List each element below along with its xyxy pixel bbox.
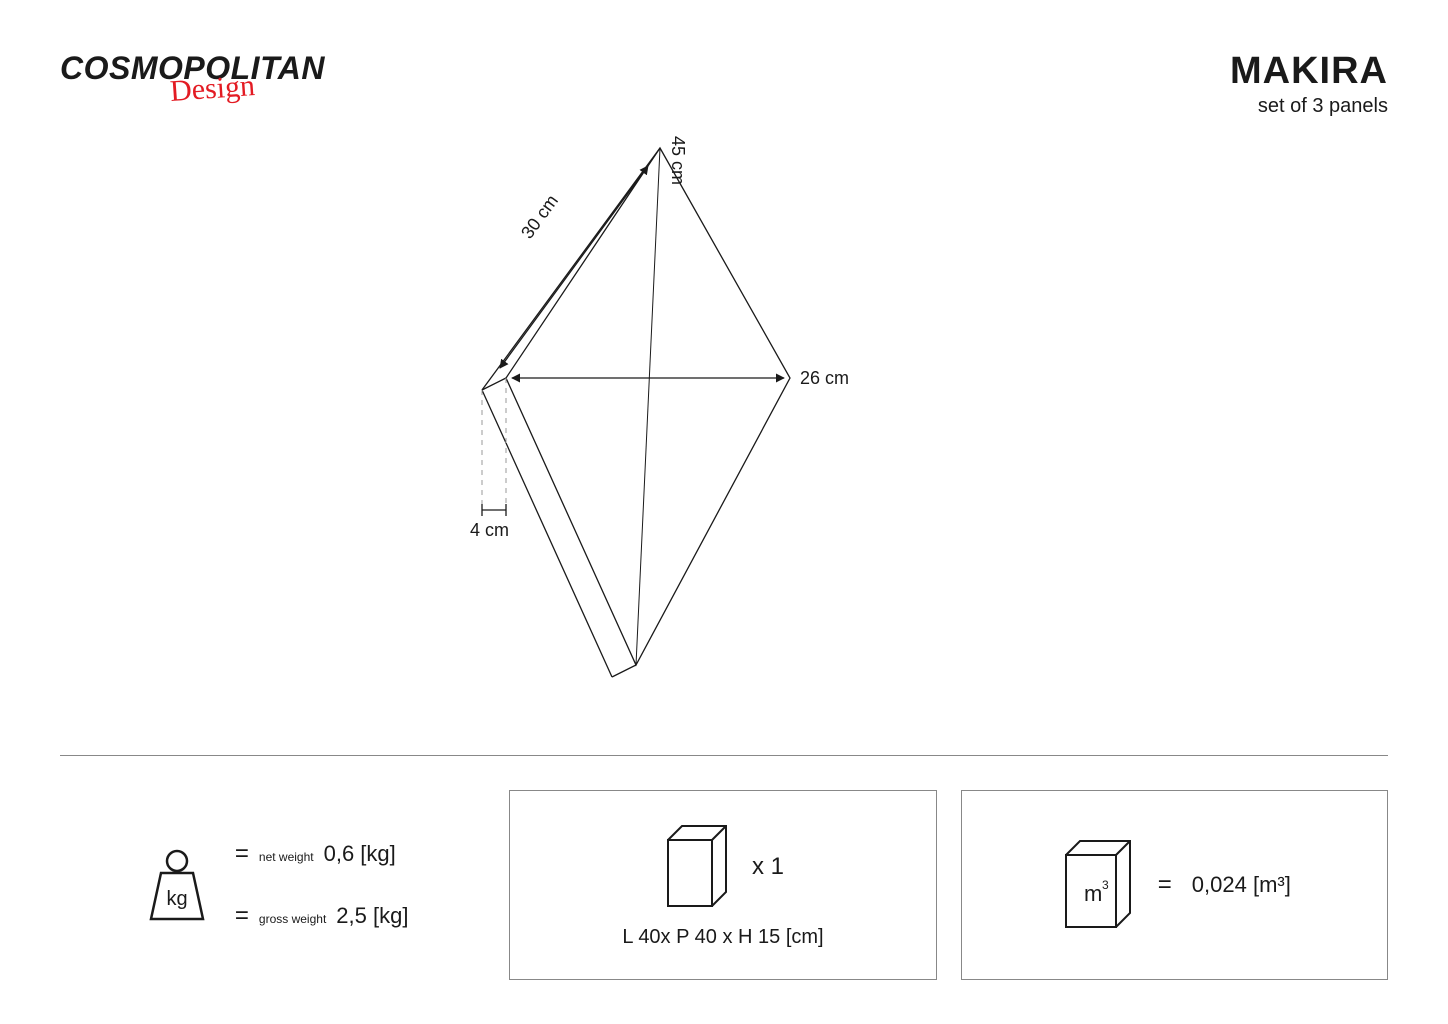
dimension-diagram: 26 cm 30 cm 45 cm 4 cm: [0, 100, 1448, 720]
net-weight-label: net weight: [259, 850, 314, 864]
gross-weight-label: gross weight: [259, 912, 326, 926]
box-cell: x 1 L 40x P 40 x H 15 [cm]: [509, 790, 936, 980]
divider: [60, 755, 1388, 756]
gross-weight-value: 2,5 [kg]: [336, 903, 408, 929]
equals-sign: =: [1158, 871, 1172, 899]
dim-edge-label: 30 cm: [517, 191, 562, 242]
volume-icon: m 3: [1058, 835, 1138, 935]
box-dimensions: L 40x P 40 x H 15 [cm]: [622, 926, 823, 949]
svg-text:m: m: [1084, 881, 1102, 906]
product-name: MAKIRA: [1230, 50, 1388, 93]
dim-height-label: 45 cm: [668, 136, 688, 185]
spec-row: kg = net weight 0,6 [kg] = gross weight …: [60, 790, 1388, 980]
box-quantity: x 1: [752, 853, 784, 881]
weight-icon: kg: [137, 845, 217, 925]
box-icon: [662, 822, 732, 912]
dim-width-label: 26 cm: [800, 368, 849, 388]
equals-sign: =: [235, 840, 249, 868]
net-weight-value: 0,6 [kg]: [324, 841, 396, 867]
volume-value: 0,024 [m³]: [1192, 872, 1291, 898]
net-weight-line: = net weight 0,6 [kg]: [235, 840, 409, 868]
gross-weight-line: = gross weight 2,5 [kg]: [235, 902, 409, 930]
svg-text:kg: kg: [166, 888, 187, 910]
weight-cell: kg = net weight 0,6 [kg] = gross weight …: [60, 790, 485, 980]
volume-cell: m 3 = 0,024 [m³]: [961, 790, 1388, 980]
svg-text:3: 3: [1102, 878, 1109, 892]
equals-sign: =: [235, 902, 249, 930]
dim-depth-label: 4 cm: [470, 520, 509, 540]
